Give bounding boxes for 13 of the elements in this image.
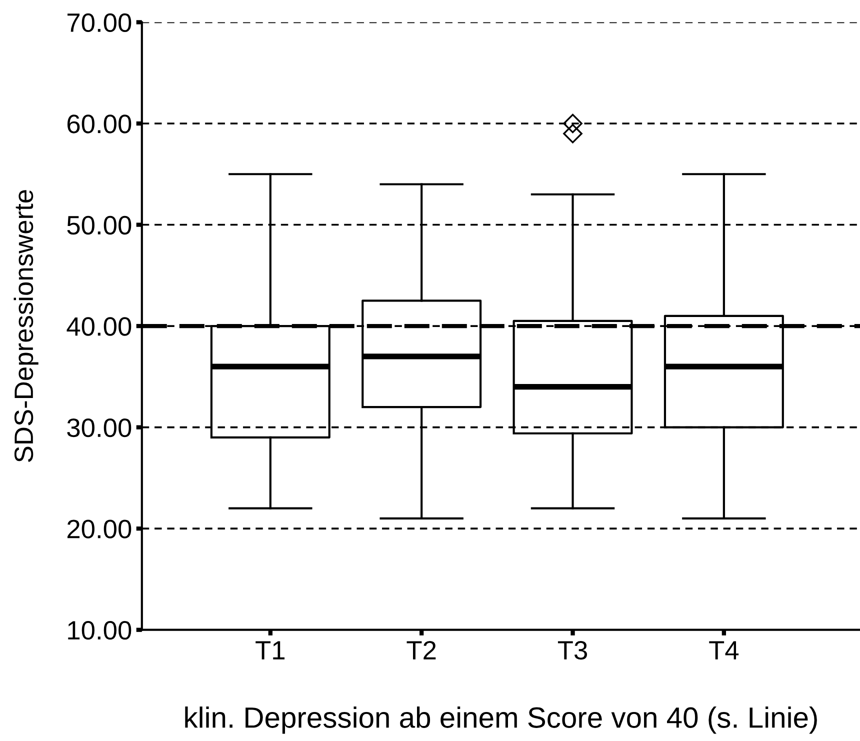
x-axis-title: klin. Depression ab einem Score von 40 (s. Linie) <box>185 706 817 734</box>
y-tick-label: 30.00 <box>67 418 132 438</box>
x-tick-label: T1 <box>256 641 285 660</box>
x-tick-label: T3 <box>558 640 587 660</box>
y-axis-title: SDS-Depressionswerte <box>14 190 38 462</box>
x-tick-label: T4 <box>709 641 739 660</box>
y-tick-label: 10.00 <box>68 620 132 640</box>
y-tick-label: 70.00 <box>68 13 132 32</box>
y-tick-label: 20.00 <box>67 520 132 538</box>
y-tick-label: 50.00 <box>67 216 132 235</box>
y-tick-label: 40.00 <box>66 317 132 336</box>
x-tick-label: T2 <box>406 640 436 660</box>
y-tick-label: 60.00 <box>67 114 132 134</box>
